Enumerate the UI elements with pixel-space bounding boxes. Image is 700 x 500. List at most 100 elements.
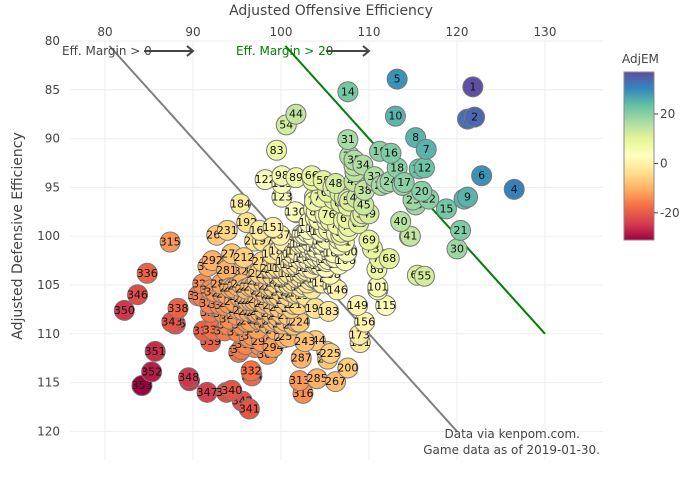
data-point: 20 — [411, 180, 433, 202]
data-point-label: 350 — [114, 304, 135, 317]
data-point: 347 — [196, 381, 218, 403]
data-point-marker — [113, 299, 135, 321]
data-point-label: 122 — [255, 173, 276, 186]
annotation-eff-margin-20: Eff. Margin > 20 — [236, 44, 333, 58]
annotation-date: Game data as of 2019-01-30. — [423, 443, 600, 457]
data-point: 41 — [399, 225, 421, 247]
data-point-label: 336 — [137, 267, 158, 280]
x-axis-ticks: 80 90 100 110 120 130 — [97, 25, 556, 39]
data-point-marker — [294, 331, 316, 353]
data-point-label: 2 — [471, 111, 478, 124]
data-point-marker — [503, 178, 525, 200]
data-point-label: 287 — [291, 352, 312, 365]
data-point-label: 353 — [131, 379, 152, 392]
annotation-eff-margin-0: Eff. Margin > 0 — [62, 44, 152, 58]
data-point: 243 — [294, 331, 316, 353]
data-point: 7 — [415, 138, 437, 160]
data-point: 332 — [240, 360, 262, 382]
data-point-marker — [337, 129, 359, 151]
data-point-marker — [337, 81, 359, 103]
data-point: 1 — [462, 76, 484, 98]
data-point-marker — [285, 103, 307, 125]
data-point-label: 130 — [285, 205, 306, 218]
data-point: 231 — [216, 219, 238, 241]
data-point: 40 — [390, 211, 412, 233]
data-point-label: 347 — [197, 386, 218, 399]
data-point-label: 20 — [415, 185, 429, 198]
data-point: 184 — [230, 193, 252, 215]
y-axis-ticks: 80 85 90 95 100 105 110 115 120 — [37, 34, 60, 438]
data-point: 146 — [326, 279, 348, 301]
data-point-label: 243 — [294, 335, 315, 348]
data-point-label: 292 — [202, 254, 223, 267]
data-point: 16 — [380, 142, 402, 164]
data-point-marker — [240, 360, 262, 382]
data-point-label: 1 — [469, 80, 476, 93]
data-point-marker — [325, 371, 347, 393]
data-point-label: 183 — [318, 305, 339, 318]
x-tick-label: 80 — [97, 25, 112, 39]
data-point-label: 123 — [271, 191, 292, 204]
x-tick-label: 130 — [534, 25, 557, 39]
data-point-label: 151 — [263, 221, 284, 234]
data-point: 122 — [254, 169, 276, 191]
data-point: 21 — [450, 219, 472, 241]
data-point-marker — [462, 76, 484, 98]
y-tick-label: 90 — [45, 132, 60, 146]
data-point-marker — [178, 367, 200, 389]
y-tick-label: 115 — [37, 376, 60, 390]
data-point: 9 — [457, 186, 479, 208]
colorbar-tick-label: 20 — [660, 107, 675, 121]
data-point-marker — [384, 105, 406, 127]
data-point-label: 212 — [234, 251, 255, 264]
data-point: 48 — [325, 172, 347, 194]
data-point-marker — [159, 231, 181, 253]
y-tick-label: 105 — [37, 278, 60, 292]
data-point-label: 338 — [168, 302, 189, 315]
data-point-label: 156 — [354, 316, 375, 329]
data-point-marker — [380, 142, 402, 164]
data-point-label: 83 — [270, 144, 284, 157]
data-point: 31 — [337, 129, 359, 151]
data-point-label: 44 — [289, 108, 303, 121]
data-point: 350 — [113, 299, 135, 321]
data-point-label: 313 — [289, 374, 310, 387]
data-point-label: 45 — [357, 198, 371, 211]
data-point: 69 — [358, 229, 380, 251]
data-point: 44 — [285, 103, 307, 125]
arrow-head-icon — [362, 45, 371, 57]
data-point: 212 — [233, 247, 255, 269]
data-point-marker — [393, 172, 415, 194]
data-point-label: 285 — [307, 372, 328, 385]
annotation-source: Data via kenpom.com. — [445, 427, 581, 441]
data-point: 315 — [159, 231, 181, 253]
data-point-marker — [266, 139, 288, 161]
data-point: 156 — [354, 311, 376, 333]
data-point-marker — [238, 398, 260, 420]
x-tick-label: 90 — [185, 25, 200, 39]
data-point: 6 — [471, 165, 493, 187]
data-point-marker — [337, 357, 359, 379]
data-point: 5 — [386, 68, 408, 90]
data-point-label: 332 — [241, 364, 262, 377]
data-point: 341 — [238, 398, 260, 420]
data-point-label: 34 — [356, 158, 370, 171]
data-point-marker — [386, 68, 408, 90]
annotations: Eff. Margin > 0 Eff. Margin > 20 Data vi… — [62, 44, 600, 457]
y-tick-label: 100 — [37, 229, 60, 243]
data-point-marker — [230, 193, 252, 215]
data-point-marker — [221, 379, 243, 401]
y-axis-title: Adjusted Defensive Efficiency — [10, 132, 26, 340]
data-point-label: 8 — [412, 131, 419, 144]
data-point-label: 231 — [217, 224, 238, 237]
data-point-marker — [471, 165, 493, 187]
data-point-marker — [415, 138, 437, 160]
x-axis-title: Adjusted Offensive Efficiency — [229, 3, 433, 19]
data-point-label: 12 — [417, 161, 431, 174]
data-point-label: 21 — [454, 224, 468, 237]
data-point-marker — [457, 186, 479, 208]
data-point-label: 68 — [382, 252, 396, 265]
data-point-marker — [358, 229, 380, 251]
data-point-marker — [399, 225, 421, 247]
colorbar-gradient — [623, 71, 655, 241]
